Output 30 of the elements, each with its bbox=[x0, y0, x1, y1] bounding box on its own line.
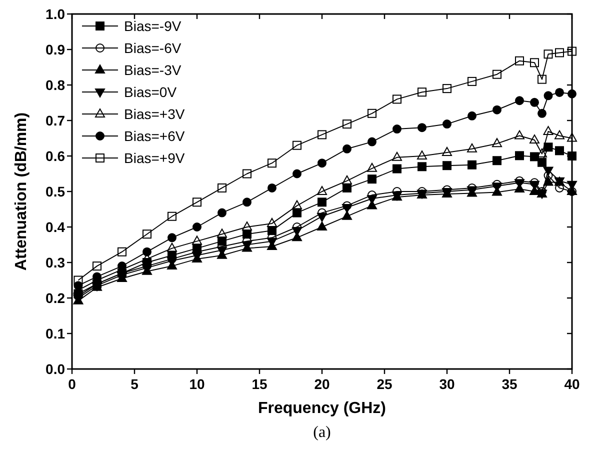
x-tick-label: 10 bbox=[189, 376, 205, 392]
y-tick-label: 0.3 bbox=[46, 254, 66, 270]
y-tick-label: 0.8 bbox=[46, 77, 66, 93]
x-tick-label: 20 bbox=[314, 376, 330, 392]
y-tick-label: 1.0 bbox=[46, 6, 66, 22]
y-tick-label: 0.7 bbox=[46, 112, 66, 128]
x-tick-label: 40 bbox=[564, 376, 580, 392]
y-tick-label: 0.9 bbox=[46, 42, 66, 58]
x-tick-label: 5 bbox=[130, 376, 139, 392]
x-tick-label: 30 bbox=[439, 376, 455, 392]
y-tick-label: 0.4 bbox=[46, 219, 66, 235]
y-axis-title: Attenuation (dB/mm) bbox=[13, 112, 30, 271]
y-tick-label: 0.1 bbox=[46, 326, 66, 342]
x-tick-label: 0 bbox=[68, 376, 76, 392]
legend-label: Bias=-9V bbox=[124, 18, 182, 34]
text: (a) bbox=[313, 424, 331, 441]
legend-label: Bias=-6V bbox=[124, 40, 182, 56]
legend-label: Bias=+3V bbox=[124, 106, 186, 122]
legend-label: Bias=+9V bbox=[124, 150, 186, 166]
legend-label: Bias=-3V bbox=[124, 62, 182, 78]
y-tick-label: 0.2 bbox=[46, 290, 66, 306]
x-axis-title: Frequency (GHz) bbox=[258, 400, 386, 417]
y-tick-label: 0.0 bbox=[46, 361, 66, 377]
y-tick-label: 0.6 bbox=[46, 148, 66, 164]
x-tick-label: 35 bbox=[502, 376, 518, 392]
x-tick-label: 15 bbox=[252, 376, 268, 392]
x-tick-label: 25 bbox=[376, 376, 392, 392]
legend-label: Bias=0V bbox=[124, 84, 178, 100]
legend-label: Bias=+6V bbox=[124, 128, 186, 144]
y-tick-label: 0.5 bbox=[46, 184, 66, 200]
